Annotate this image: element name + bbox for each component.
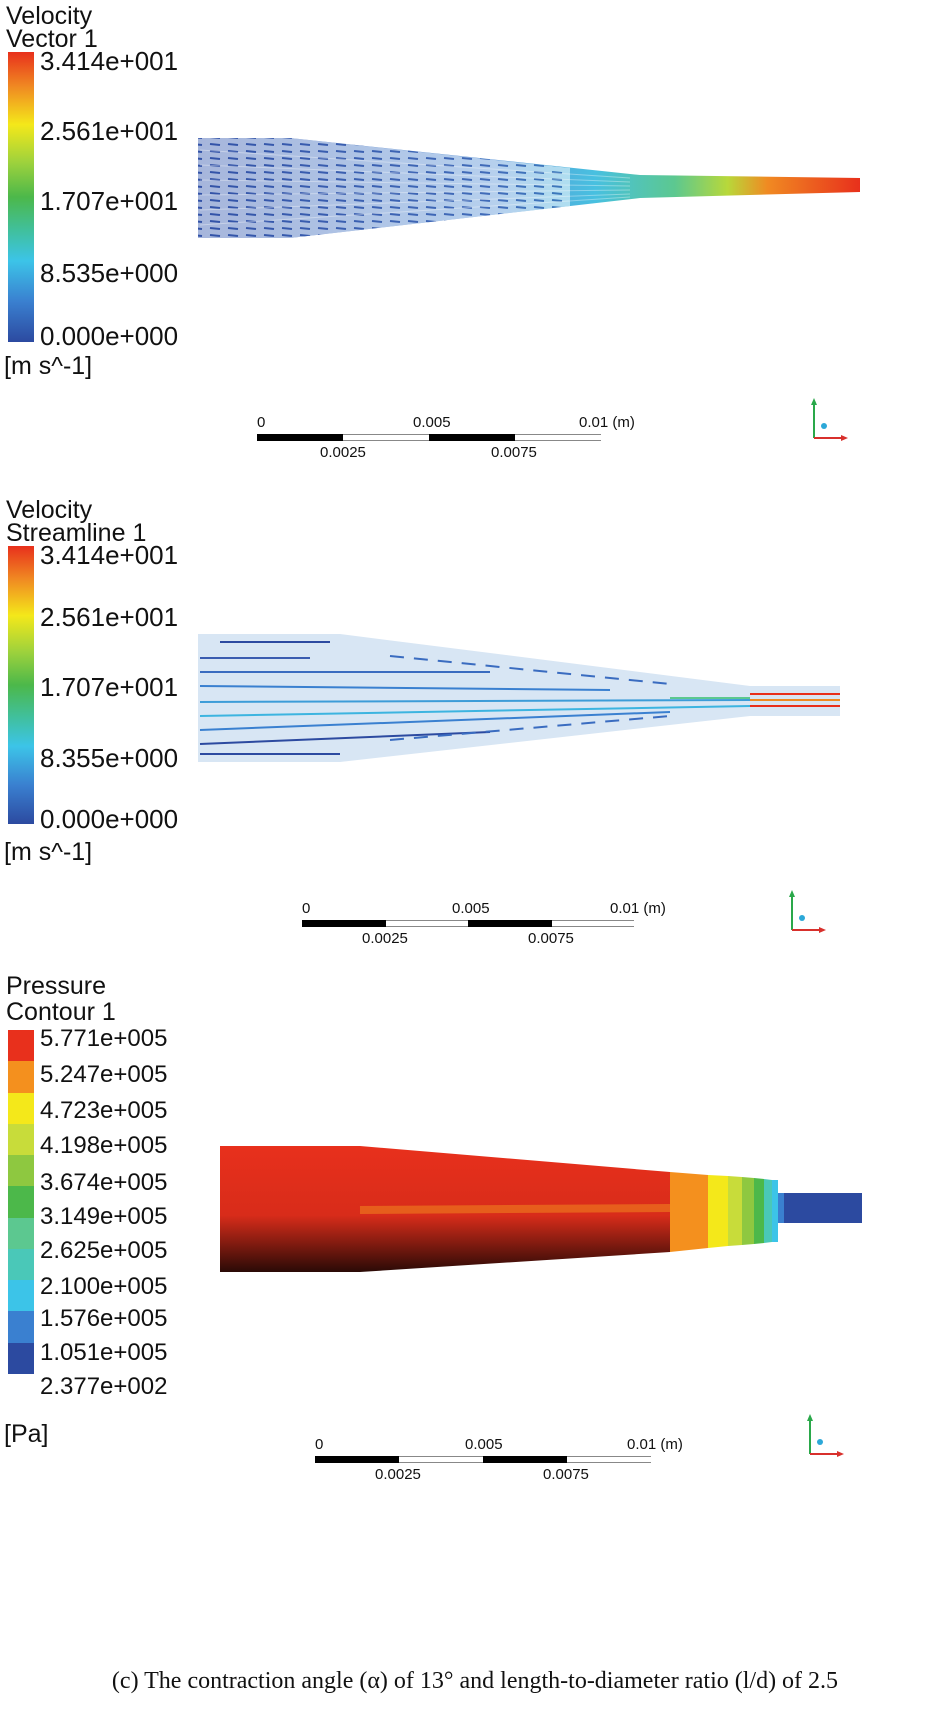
scale-label: 0.0075 <box>528 930 574 947</box>
legend-label: 3.414e+001 <box>40 46 179 76</box>
legend-label: 1.707e+001 <box>40 672 179 702</box>
scale-segment <box>567 1456 651 1463</box>
legend-label: 5.247e+005 <box>40 1061 168 1088</box>
scale-segment <box>386 920 468 927</box>
legend-unit: [m s^-1] <box>4 838 93 866</box>
velocity-vector-panel: Velocity Vector 1 3.414e+001 2.561e+001 … <box>0 0 950 470</box>
velocity-streamline-plot <box>198 634 840 762</box>
legend-label: 8.355e+000 <box>40 743 179 773</box>
legend-title-line1: Velocity <box>6 2 93 30</box>
legend-title-line1: Pressure <box>6 972 107 1000</box>
scale-segment <box>515 434 601 441</box>
axis-triad-icon <box>811 398 848 441</box>
color-band <box>8 1123 34 1156</box>
legend-label: 2.561e+001 <box>40 116 179 146</box>
scale-bar: 0 0.005 0.01 (m) 0.0025 0.0075 <box>313 1436 713 1486</box>
nozzle-outlet-edge <box>778 1193 784 1223</box>
contour-band <box>728 1176 742 1246</box>
scale-label: 0.005 <box>413 414 451 431</box>
color-band <box>8 1061 34 1093</box>
legend-label: 0.000e+000 <box>40 804 179 834</box>
scale-segment <box>468 920 552 927</box>
streamlines <box>199 641 840 755</box>
velocity-colorbar <box>8 546 34 824</box>
color-band <box>8 1342 34 1374</box>
scale-label: 0.0075 <box>491 444 537 461</box>
legend-label: 4.723e+005 <box>40 1097 168 1124</box>
legend-label: 3.414e+001 <box>40 540 179 570</box>
legend-label: 2.561e+001 <box>40 602 179 632</box>
legend-label: 8.535e+000 <box>40 258 179 288</box>
scale-bar: 0 0.005 0.01 (m) 0.0025 0.0075 <box>255 414 655 464</box>
legend-unit: [Pa] <box>4 1420 49 1448</box>
scale-segment <box>343 434 429 441</box>
legend-label: 1.051e+005 <box>40 1339 168 1366</box>
nozzle-vector-texture <box>198 138 570 238</box>
scale-label: 0.0025 <box>375 1466 421 1483</box>
legend-label: 3.149e+005 <box>40 1203 168 1230</box>
color-band <box>8 1311 34 1343</box>
legend-label: 3.674e+005 <box>40 1169 168 1196</box>
scale-segment <box>429 434 515 441</box>
legend-title-line2: Contour 1 <box>6 998 116 1026</box>
legend-label: 1.707e+001 <box>40 186 179 216</box>
scale-segment <box>302 920 386 927</box>
scale-segment <box>315 1456 399 1463</box>
contour-band <box>670 1172 708 1252</box>
nozzle-highlight <box>359 1204 671 1214</box>
legend-label: 2.625e+005 <box>40 1237 168 1264</box>
contour-band <box>708 1175 728 1248</box>
velocity-vector-plot <box>198 138 860 238</box>
color-band <box>8 1155 34 1187</box>
scale-label: 0 <box>257 414 266 431</box>
contour-band <box>772 1180 778 1242</box>
color-band <box>8 1030 34 1062</box>
color-band <box>8 1186 34 1218</box>
scale-segment <box>257 434 343 441</box>
color-band <box>8 1248 34 1281</box>
scale-label: 0.01 (m) <box>610 900 666 917</box>
scale-label: 0.01 (m) <box>579 414 635 431</box>
scale-label: 0.0025 <box>320 444 366 461</box>
figure-caption: (c) The contraction angle (α) of 13° and… <box>111 1668 839 1694</box>
nozzle-body <box>198 634 840 762</box>
legend-label: 2.377e+002 <box>40 1373 168 1400</box>
pressure-contour-panel: Pressure Contour 1 5.771e+005 5.247e+005… <box>0 968 950 1528</box>
velocity-streamline-panel: Velocity Streamline 1 3.414e+001 2.561e+… <box>0 490 950 960</box>
pressure-colorbar <box>8 1030 34 1374</box>
scale-label: 0.0075 <box>543 1466 589 1483</box>
axis-triad-icon <box>807 1414 844 1457</box>
legend-title-line2: Streamline 1 <box>6 519 147 547</box>
vector-lines <box>199 149 631 226</box>
scale-label: 0.0025 <box>362 930 408 947</box>
color-band <box>8 1280 34 1312</box>
legend-unit: [m s^-1] <box>4 352 93 380</box>
scale-segment <box>552 920 634 927</box>
scale-label: 0.01 (m) <box>627 1436 683 1453</box>
contour-band <box>742 1177 754 1245</box>
scale-label: 0.005 <box>465 1436 503 1453</box>
nozzle-outlet-low-pressure <box>778 1193 862 1223</box>
legend-title-line1: Velocity <box>6 496 93 524</box>
scale-segment <box>399 1456 483 1463</box>
legend-label: 5.771e+005 <box>40 1025 168 1052</box>
scale-segment <box>483 1456 567 1463</box>
color-band <box>8 1217 34 1249</box>
scale-label: 0 <box>302 900 311 917</box>
legend-label: 0.000e+000 <box>40 321 179 351</box>
scale-label: 0.005 <box>452 900 490 917</box>
velocity-colorbar <box>8 52 34 342</box>
legend-title-line2: Vector 1 <box>6 25 98 53</box>
axis-triad-icon <box>789 890 826 933</box>
contour-band <box>754 1178 764 1244</box>
legend-label: 2.100e+005 <box>40 1273 168 1300</box>
scale-bar: 0 0.005 0.01 (m) 0.0025 0.0075 <box>300 900 700 950</box>
pressure-contour-plot <box>220 1146 862 1272</box>
contour-band <box>764 1179 772 1243</box>
legend-label: 1.576e+005 <box>40 1305 168 1332</box>
color-band <box>8 1092 34 1124</box>
legend-label: 4.198e+005 <box>40 1132 168 1159</box>
scale-label: 0 <box>315 1436 324 1453</box>
